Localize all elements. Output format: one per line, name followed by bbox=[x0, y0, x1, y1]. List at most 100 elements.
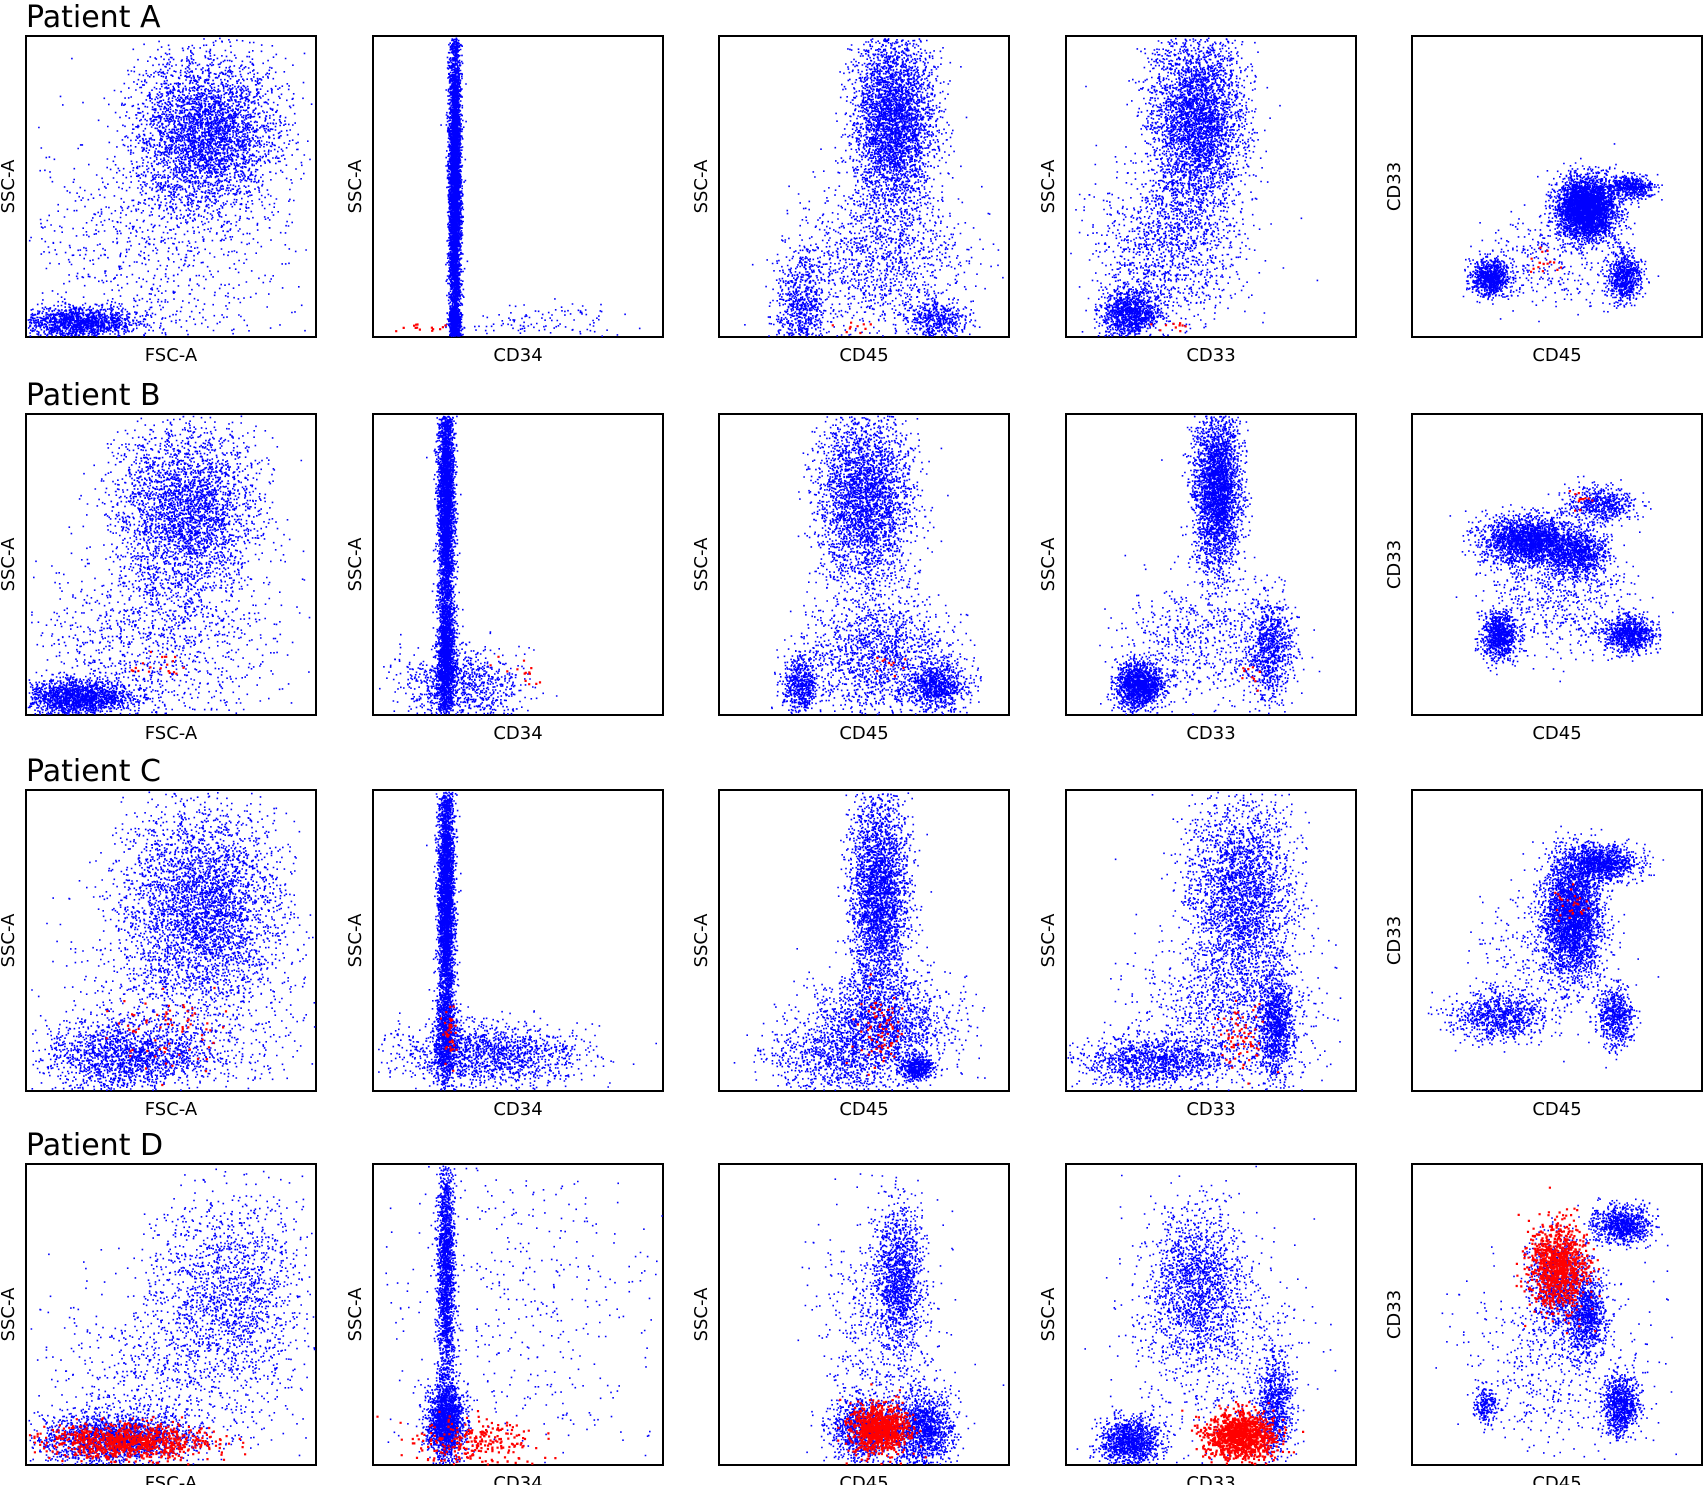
blue-event-points bbox=[1067, 791, 1342, 1091]
y-axis-label: SSC-A bbox=[1038, 537, 1059, 592]
x-axis-label: CD45 bbox=[1532, 1099, 1581, 1120]
scatter-panel: CD45 SSC-A bbox=[691, 789, 1010, 1120]
red-event-points bbox=[1554, 883, 1590, 923]
x-axis-label: CD45 bbox=[1532, 1473, 1581, 1485]
red-event-points bbox=[1181, 1401, 1305, 1466]
plot-frame bbox=[372, 1163, 664, 1466]
blue-event-points bbox=[1435, 1197, 1677, 1460]
scatter-panel: CD45 SSC-A bbox=[691, 413, 1010, 744]
scatter-panel: CD45 SSC-A bbox=[691, 1163, 1010, 1485]
blue-event-points bbox=[733, 792, 986, 1091]
blue-event-points bbox=[797, 1173, 1005, 1465]
y-axis-label: CD33 bbox=[1384, 1290, 1405, 1339]
red-event-points bbox=[439, 1005, 458, 1072]
plot-frame bbox=[25, 35, 317, 338]
plot-frame bbox=[1411, 35, 1703, 338]
patient-title: Patient B bbox=[26, 378, 161, 413]
x-axis-label: CD34 bbox=[493, 345, 542, 366]
scatter-panel: CD34 SSC-A bbox=[345, 789, 664, 1120]
plot-frame bbox=[1411, 789, 1703, 1092]
y-axis-label: SSC-A bbox=[345, 537, 366, 592]
y-axis-label: SSC-A bbox=[691, 537, 712, 592]
plot-frame bbox=[25, 789, 317, 1092]
plot-frame bbox=[718, 35, 1010, 338]
blue-event-points bbox=[771, 415, 982, 716]
x-axis-label: CD34 bbox=[493, 723, 542, 744]
y-axis-label: SSC-A bbox=[1038, 913, 1059, 968]
y-axis-label: SSC-A bbox=[691, 1287, 712, 1342]
y-axis-label: SSC-A bbox=[0, 1287, 19, 1342]
x-axis-label: CD33 bbox=[1186, 345, 1235, 366]
blue-event-points bbox=[1099, 415, 1321, 715]
scatter-panel: CD33 SSC-A bbox=[1038, 1163, 1357, 1485]
scatter-panel: CD33 SSC-A bbox=[1038, 413, 1357, 744]
blue-event-points bbox=[385, 1165, 663, 1465]
y-axis-label: CD33 bbox=[1384, 162, 1405, 211]
y-axis-label: CD33 bbox=[1384, 916, 1405, 965]
blue-event-points bbox=[378, 791, 657, 1091]
y-axis-label: SSC-A bbox=[345, 159, 366, 214]
y-axis-label: SSC-A bbox=[0, 913, 19, 968]
blue-event-points bbox=[1427, 825, 1665, 1069]
x-axis-label: CD33 bbox=[1186, 1473, 1235, 1485]
blue-event-points bbox=[28, 1168, 316, 1465]
scatter-panel: CD33 SSC-A bbox=[1038, 35, 1357, 366]
scatter-panel: FSC-A SSC-A bbox=[0, 1163, 317, 1485]
y-axis-label: SSC-A bbox=[1038, 1287, 1059, 1342]
red-event-points bbox=[376, 1410, 557, 1466]
y-axis-label: SSC-A bbox=[1038, 159, 1059, 214]
y-axis-label: SSC-A bbox=[691, 159, 712, 214]
x-axis-label: CD45 bbox=[839, 1473, 888, 1485]
x-axis-label: CD45 bbox=[839, 345, 888, 366]
patient-title: Patient A bbox=[26, 0, 161, 35]
blue-event-points bbox=[1070, 37, 1319, 337]
y-axis-label: SSC-A bbox=[0, 159, 19, 214]
x-axis-label: CD34 bbox=[493, 1473, 542, 1485]
red-event-points bbox=[837, 1383, 927, 1466]
red-event-points bbox=[1212, 999, 1280, 1085]
scatter-panel: FSC-A SSC-A bbox=[0, 413, 317, 744]
y-axis-label: SSC-A bbox=[691, 913, 712, 968]
red-event-points bbox=[1150, 322, 1187, 333]
x-axis-label: CD34 bbox=[493, 1099, 542, 1120]
red-event-points bbox=[395, 323, 447, 333]
red-event-points bbox=[28, 1416, 247, 1466]
plot-frame bbox=[1411, 1163, 1703, 1466]
scatter-panel: CD34 SSC-A bbox=[345, 1163, 664, 1485]
blue-event-points bbox=[1076, 1165, 1337, 1465]
x-axis-label: FSC-A bbox=[145, 345, 198, 366]
x-axis-label: CD33 bbox=[1186, 723, 1235, 744]
plot-frame bbox=[718, 413, 1010, 716]
plot-frame bbox=[372, 35, 664, 338]
x-axis-label: CD33 bbox=[1186, 1099, 1235, 1120]
patient-title: Patient C bbox=[26, 754, 161, 789]
x-axis-label: FSC-A bbox=[145, 1099, 198, 1120]
x-axis-label: FSC-A bbox=[145, 723, 198, 744]
scatter-panel: CD33 SSC-A bbox=[1038, 789, 1357, 1120]
x-axis-label: CD45 bbox=[1532, 723, 1581, 744]
red-event-points bbox=[876, 656, 907, 678]
y-axis-label: CD33 bbox=[1384, 540, 1405, 589]
blue-event-points bbox=[744, 38, 1004, 337]
scatter-panel: CD45 CD33 bbox=[1384, 35, 1703, 366]
scatter-panel: CD34 SSC-A bbox=[345, 413, 664, 744]
red-event-points bbox=[1530, 246, 1562, 273]
scatter-panel: CD45 SSC-A bbox=[691, 35, 1010, 366]
scatter-panel: FSC-A SSC-A bbox=[0, 789, 317, 1120]
scatter-panel: CD45 CD33 bbox=[1384, 1163, 1703, 1485]
blue-event-points bbox=[27, 415, 311, 715]
scatter-panel: CD34 SSC-A bbox=[345, 35, 664, 366]
y-axis-label: SSC-A bbox=[0, 537, 19, 592]
blue-event-points bbox=[1462, 143, 1663, 323]
x-axis-label: CD45 bbox=[839, 723, 888, 744]
red-event-points bbox=[1241, 666, 1261, 692]
scatter-panel: CD45 CD33 bbox=[1384, 413, 1703, 744]
y-axis-label: SSC-A bbox=[345, 1287, 366, 1342]
red-event-points bbox=[1515, 1186, 1601, 1335]
x-axis-label: FSC-A bbox=[145, 1473, 198, 1485]
blue-event-points bbox=[1449, 475, 1674, 683]
scatter-panel: FSC-A SSC-A bbox=[0, 35, 317, 366]
plot-frame bbox=[372, 413, 664, 716]
